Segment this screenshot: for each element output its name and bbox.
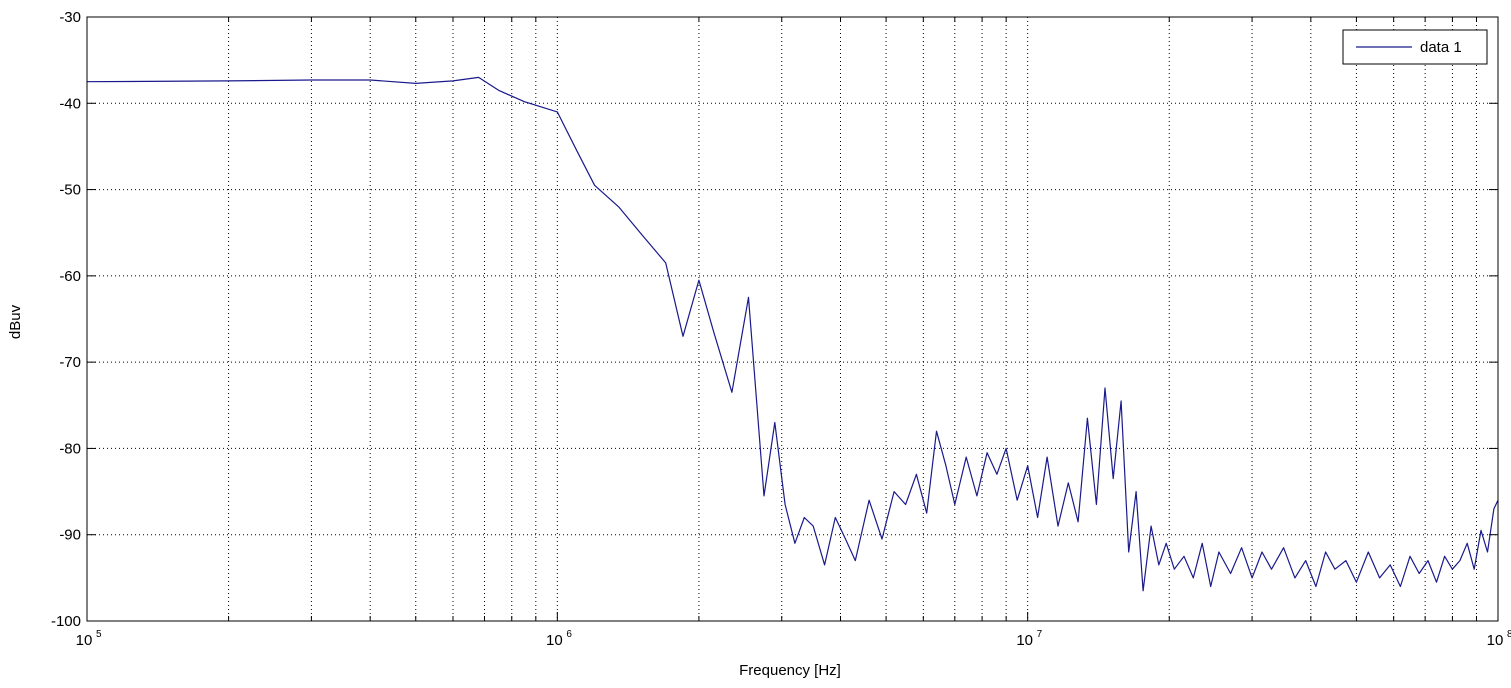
x-tick-label: 10 xyxy=(1487,632,1504,649)
y-axis-label: dBuv xyxy=(7,304,24,339)
y-tick-label: -30 xyxy=(59,9,81,26)
x-tick-exponent: 8 xyxy=(1507,629,1511,640)
y-tick-label: -80 xyxy=(59,440,81,457)
y-tick-label: -90 xyxy=(59,527,81,544)
legend-label: data 1 xyxy=(1420,39,1462,56)
y-tick-label: -70 xyxy=(59,354,81,371)
tick-labels: 10 5 10 6 10 7 10 8-30-40-50-60-70-80-90-100 xyxy=(51,9,1511,649)
series-layer xyxy=(86,76,1499,592)
legend: data 1 xyxy=(1342,29,1488,65)
y-tick-label: -40 xyxy=(59,95,81,112)
x-tick-label: 10 xyxy=(546,632,563,649)
ticks xyxy=(86,16,1499,622)
grid xyxy=(86,16,1499,622)
x-tick-exponent: 5 xyxy=(96,629,102,640)
x-axis-label: Frequency [Hz] xyxy=(739,662,841,679)
x-tick-exponent: 7 xyxy=(1037,629,1043,640)
x-tick-label: 10 xyxy=(76,632,93,649)
y-tick-label: -50 xyxy=(59,182,81,199)
x-tick-label: 10 xyxy=(1016,632,1033,649)
series-line-data-1 xyxy=(86,76,1499,592)
y-tick-label: -100 xyxy=(51,613,81,630)
axes-box xyxy=(86,16,1499,622)
x-tick-exponent: 6 xyxy=(566,629,572,640)
y-tick-label: -60 xyxy=(59,268,81,285)
plot-area xyxy=(87,17,1498,621)
